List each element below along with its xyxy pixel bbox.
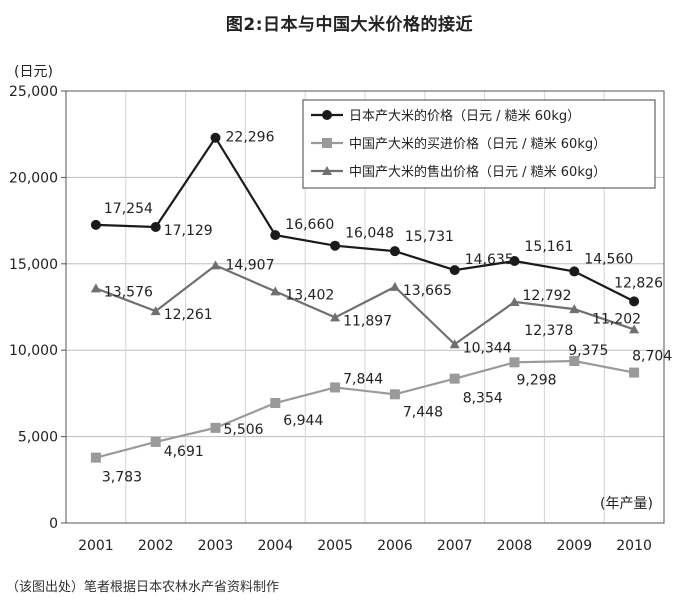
data-point [629, 296, 640, 307]
data-label: 13,665 [403, 283, 452, 299]
series-line [95, 359, 635, 459]
data-point [389, 281, 400, 291]
data-labels: 17,254 17,129 22,296 16,660 16,048 15,731 14,6… [102, 130, 672, 486]
data-label: 15,731 [405, 229, 454, 245]
chart-title: 图2:日本与中国大米价格的接近 [225, 15, 474, 35]
data-label: 14,907 [226, 257, 275, 273]
data-label: 16,660 [285, 217, 334, 233]
y-tick-label: 0 [49, 516, 58, 532]
legend-marker [322, 110, 332, 120]
data-point [330, 312, 341, 322]
x-tick-label: 2005 [317, 538, 353, 554]
data-label: 14,560 [584, 251, 633, 267]
data-point [330, 382, 341, 393]
data-label: 12,378 [524, 323, 573, 339]
y-tick-label: 20,000 [9, 170, 58, 186]
data-label: 9,298 [517, 372, 557, 388]
data-label: 11,897 [343, 313, 392, 329]
data-point [509, 256, 520, 267]
data-point [389, 246, 400, 257]
legend: 日本产大米的价格（日元 / 糙米 60kg） 中国产大米的买进价格（日元 / 糙米… [302, 99, 656, 189]
data-label: 14,635 [465, 252, 514, 268]
data-point [629, 324, 640, 334]
data-label: 7,448 [403, 404, 443, 420]
data-label: 13,576 [104, 284, 153, 300]
data-label: 8,704 [632, 349, 672, 365]
plot-frame [65, 90, 665, 524]
data-point [569, 304, 580, 314]
data-label: 9,375 [568, 343, 608, 359]
data-point [270, 398, 281, 409]
data-label: 17,129 [164, 223, 213, 239]
source-note: （该图出处）笔者根据日本农林水产省资料制作 [6, 580, 280, 595]
data-label: 7,844 [343, 371, 383, 387]
data-label: 10,344 [463, 340, 512, 356]
data-point [629, 367, 640, 378]
data-point [150, 436, 161, 447]
data-label: 6,944 [283, 413, 323, 429]
x-axis-label: (年产量) [600, 496, 653, 512]
data-point [449, 373, 460, 384]
data-point [150, 222, 161, 233]
series-lines [90, 132, 640, 463]
y-tick-label: 10,000 [9, 343, 58, 359]
x-tick-label: 2006 [377, 538, 413, 554]
axes: 0 5,000 10,000 15,000 20,000 25,000 2001 2002 20… [9, 64, 665, 554]
data-label: 22,296 [226, 130, 275, 146]
data-point [389, 389, 400, 400]
data-point [150, 306, 161, 316]
data-point [270, 286, 281, 296]
data-point [210, 260, 221, 270]
x-tick-label: 2007 [437, 538, 473, 554]
data-label: 8,354 [463, 391, 503, 407]
y-axis-label: (日元) [14, 64, 53, 80]
legend-label: 中国产大米的售出价格（日元 / 糙米 60kg） [349, 164, 606, 180]
data-label: 12,261 [164, 307, 213, 323]
x-tick-label: 2001 [78, 538, 114, 554]
legend-box [302, 99, 656, 189]
data-point [569, 356, 580, 366]
data-label: 16,048 [345, 226, 394, 242]
data-label: 15,161 [525, 239, 574, 255]
data-label: 12,792 [523, 288, 572, 304]
data-label: 3,783 [102, 470, 142, 486]
y-tick-label: 25,000 [9, 84, 58, 100]
y-tick-label: 5,000 [18, 430, 58, 446]
x-tick-label: 2008 [497, 538, 533, 554]
legend-label: 中国产大米的买进价格（日元 / 糙米 60kg） [349, 136, 606, 152]
legend-label: 日本产大米的价格（日元 / 糙米 60kg） [349, 108, 580, 124]
data-point [509, 357, 520, 368]
x-tick-label: 2010 [616, 538, 652, 554]
data-point [449, 265, 460, 276]
data-label: 12,826 [614, 275, 663, 291]
data-point [449, 339, 460, 349]
data-point [569, 266, 580, 277]
data-label: 11,202 [592, 311, 641, 327]
legend-marker [322, 166, 332, 175]
data-label: 17,254 [104, 201, 153, 217]
data-label: 4,691 [164, 444, 204, 460]
data-point [90, 219, 101, 230]
x-tick-label: 2002 [138, 538, 174, 554]
data-label: 13,402 [285, 287, 334, 303]
data-point [509, 296, 520, 306]
series-line [95, 264, 635, 346]
data-point [90, 452, 101, 463]
x-tick-label: 2003 [198, 538, 234, 554]
series-line [95, 135, 635, 303]
legend-marker [322, 138, 332, 148]
x-tick-label: 2009 [556, 538, 592, 554]
data-point [330, 240, 341, 251]
data-point [270, 230, 281, 241]
data-point [210, 422, 221, 433]
y-tick-label: 15,000 [9, 257, 58, 273]
data-label: 5,506 [224, 422, 264, 438]
data-point [210, 132, 221, 143]
x-tick-label: 2004 [257, 538, 293, 554]
data-point [90, 283, 101, 293]
